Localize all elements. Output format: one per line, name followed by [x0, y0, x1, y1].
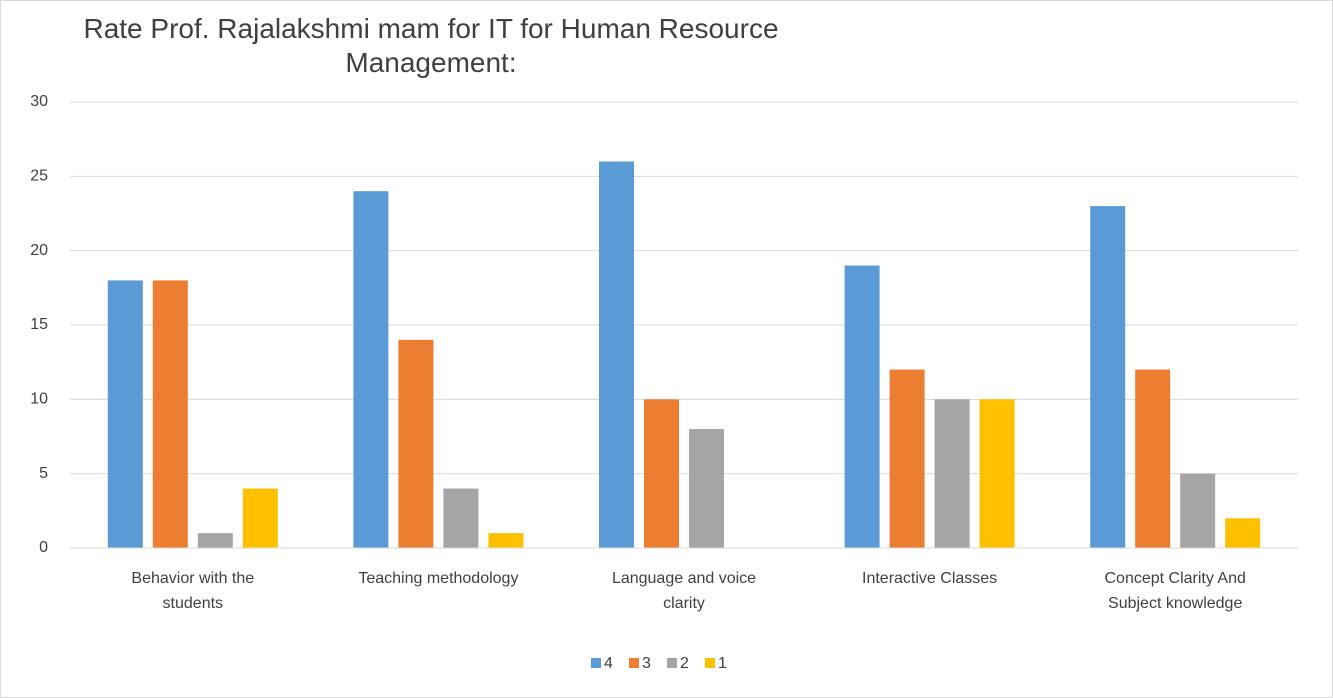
x-tick-label: Language and voice clarity	[612, 570, 756, 612]
y-tick-label: 30	[30, 93, 48, 110]
y-tick-label: 0	[39, 539, 48, 556]
x-tick-label: Teaching methodology	[358, 570, 518, 587]
bar	[889, 369, 925, 548]
bar	[689, 429, 724, 548]
legend-label: 2	[680, 655, 689, 672]
bar	[1180, 473, 1216, 548]
legend-swatch	[591, 658, 601, 668]
x-tick-label: Interactive Classes	[862, 570, 997, 587]
bar	[107, 280, 143, 548]
bar	[844, 265, 880, 548]
bar	[599, 161, 634, 548]
chart-title: Rate Prof. Rajalakshmi mam for IT for Hu…	[83, 13, 779, 78]
bar	[242, 488, 278, 548]
bar	[398, 339, 434, 548]
bar	[1225, 518, 1261, 548]
legend-label: 3	[642, 655, 651, 672]
bar	[152, 280, 188, 548]
legend-label: 1	[718, 655, 727, 672]
y-tick-label: 15	[30, 316, 48, 333]
y-tick-label: 20	[30, 242, 48, 259]
bar	[934, 399, 970, 548]
bar	[443, 488, 479, 548]
legend-label: 4	[604, 655, 613, 672]
bar	[353, 191, 389, 548]
legend-swatch	[667, 658, 677, 668]
x-tick-label: Concept Clarity And Subject knowledge	[1104, 570, 1245, 612]
x-tick-label: Behavior with the students	[131, 570, 254, 612]
y-tick-label: 10	[30, 391, 48, 408]
bar	[1090, 206, 1126, 549]
bar	[488, 533, 524, 548]
bar	[979, 399, 1015, 548]
bar	[644, 399, 679, 548]
bar	[197, 533, 233, 548]
y-tick-label: 25	[30, 168, 48, 185]
legend-swatch	[705, 658, 715, 668]
y-tick-label: 5	[39, 465, 48, 482]
bar	[1135, 369, 1171, 548]
legend-swatch	[629, 658, 639, 668]
